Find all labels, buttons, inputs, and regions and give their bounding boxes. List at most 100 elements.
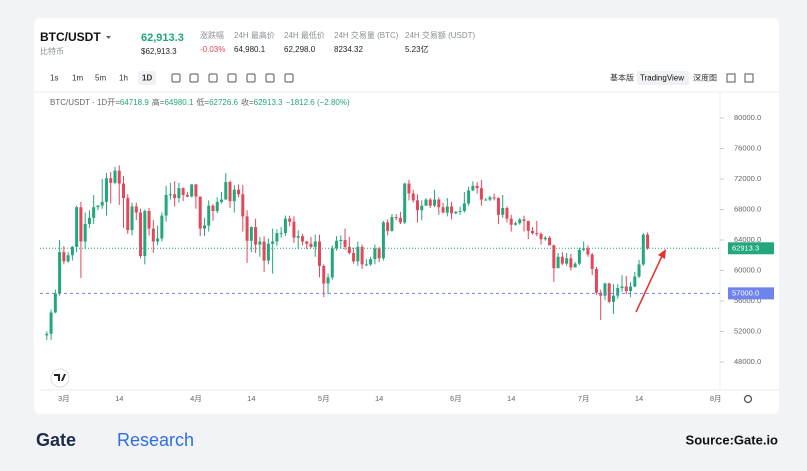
candle-body: [505, 207, 509, 219]
tool-icon[interactable]: [246, 73, 256, 83]
view-button[interactable]: TradingView: [640, 74, 684, 83]
candle-body: [637, 264, 641, 277]
candle-body: [531, 230, 535, 234]
interval-button[interactable]: 1D: [142, 74, 152, 83]
candle-body: [254, 227, 258, 245]
stat-value: 5.23亿: [405, 44, 429, 54]
tool-icon[interactable]: [744, 73, 754, 83]
candle-body: [258, 241, 262, 245]
x-tick-label: 4月: [190, 394, 202, 403]
candle-body: [75, 207, 79, 247]
candle-body: [552, 245, 556, 269]
x-tick-label: 8月: [710, 394, 722, 403]
settings-icon[interactable]: [743, 394, 753, 404]
tool-icon[interactable]: [265, 73, 275, 83]
candle-body: [296, 236, 300, 238]
candle-body: [390, 217, 394, 231]
tool-icon[interactable]: [726, 73, 736, 83]
coin-name: 比特币: [40, 46, 64, 56]
tool-icon[interactable]: [171, 73, 181, 83]
candle-body: [454, 211, 458, 214]
candle-body: [198, 196, 202, 229]
candle-body: [467, 190, 471, 204]
candle-body: [322, 265, 326, 284]
candle-body: [620, 286, 624, 289]
candle-body: [616, 288, 620, 296]
candle-body: [275, 233, 279, 242]
candle-body: [560, 256, 564, 264]
candle-body: [185, 195, 189, 197]
candle-body: [224, 182, 228, 200]
candle-body: [364, 264, 368, 266]
candle-body: [411, 193, 415, 201]
tool-icon[interactable]: [227, 73, 237, 83]
y-tick-label: 80000.0: [734, 113, 761, 122]
view-button[interactable]: 基本版: [610, 73, 634, 83]
stat-label: 24H 最高价: [234, 30, 275, 40]
candle-body: [403, 183, 407, 223]
tool-icon[interactable]: [189, 73, 199, 83]
candle-body: [83, 223, 87, 242]
candle-body: [305, 241, 309, 244]
candle-body: [211, 205, 215, 212]
candle-body: [573, 263, 577, 268]
candle-body: [450, 206, 454, 214]
view-button[interactable]: 深度图: [693, 73, 717, 83]
candle-body: [58, 252, 62, 294]
last-price-badge: [728, 242, 774, 255]
candle-body: [492, 197, 496, 199]
ohlc-value: 62913.3: [254, 98, 283, 107]
candle-body: [117, 170, 121, 184]
candle-body: [87, 217, 91, 224]
candle-body: [126, 198, 130, 231]
candle-body: [488, 197, 492, 200]
candle-body: [164, 195, 168, 216]
candle-body: [100, 201, 104, 206]
candle-body: [509, 218, 513, 225]
interval-button[interactable]: 1m: [72, 74, 83, 83]
interval-button[interactable]: 5m: [95, 74, 106, 83]
candle-body: [232, 189, 236, 202]
candle-body: [220, 199, 224, 202]
stat-label: 24H 交易额 (USDT): [405, 30, 476, 40]
candle-body: [66, 255, 70, 262]
candle-body: [317, 241, 321, 266]
change: −1812.6 (−2.80%): [286, 98, 350, 107]
candle-body: [641, 234, 645, 265]
candle-body: [441, 207, 445, 213]
dropdown-icon[interactable]: [106, 36, 111, 39]
interval-button[interactable]: 1h: [119, 74, 128, 83]
tv-logo: [50, 368, 70, 388]
stat-value: -0.03%: [200, 45, 225, 54]
tool-icon[interactable]: [208, 73, 218, 83]
y-tick-label: 64000.0: [734, 235, 761, 244]
brand-logo: Gate Research: [36, 430, 194, 450]
candle-body: [143, 211, 147, 257]
candle-body: [582, 248, 586, 250]
candle-body: [352, 252, 356, 262]
candle-body: [330, 248, 334, 278]
candle-body: [475, 185, 479, 189]
candle-body: [369, 259, 373, 265]
candle-body: [373, 248, 377, 260]
x-tick-label: 6月: [450, 394, 462, 403]
candle-body: [335, 240, 339, 249]
candle-body: [156, 238, 160, 242]
candle-body: [611, 295, 615, 302]
y-tick-label: 60000.0: [734, 265, 761, 274]
candle-body: [496, 198, 500, 215]
tool-icon[interactable]: [284, 73, 294, 83]
stat-label: 24H 最低价: [284, 30, 325, 40]
candle-body: [288, 218, 292, 222]
candle-body: [202, 225, 206, 229]
interval-button[interactable]: 1s: [50, 74, 58, 83]
candle-body: [501, 207, 505, 215]
stat-value: 62,298.0: [284, 45, 316, 54]
candle-body: [377, 248, 381, 259]
price-usd: $62,913.3: [141, 47, 177, 56]
candle-body: [603, 283, 607, 296]
candle-body: [313, 241, 317, 247]
brand: Gate: [36, 430, 76, 450]
candle-body: [262, 241, 266, 261]
